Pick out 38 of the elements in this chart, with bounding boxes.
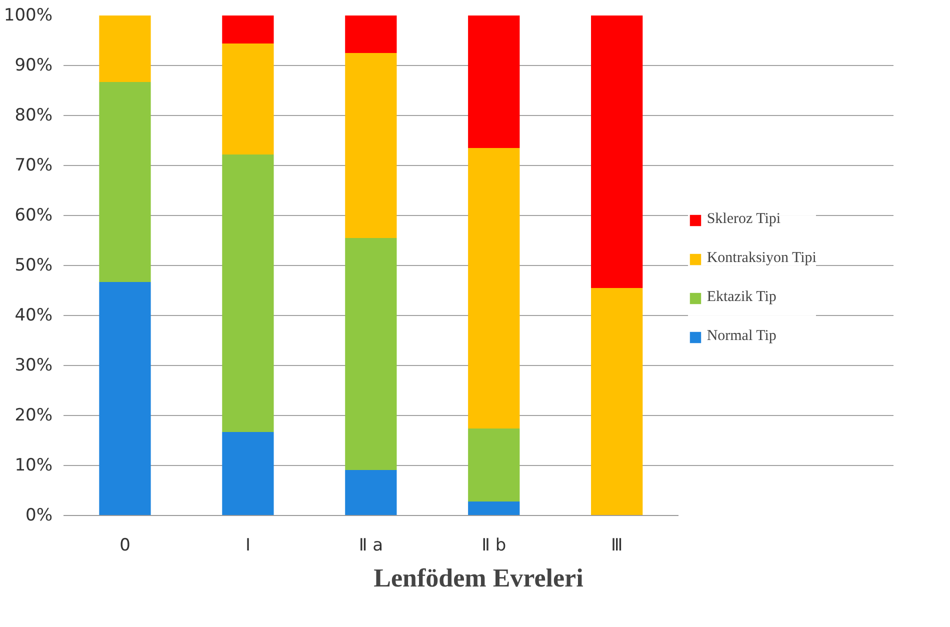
legend-label: Skleroz Tipi — [706, 211, 781, 228]
x-tick-label: Ⅱ b — [482, 536, 506, 556]
bar — [345, 470, 397, 516]
y-tick-label: 20% — [14, 406, 53, 426]
y-tick-label: 70% — [14, 156, 53, 176]
bar — [222, 154, 274, 432]
x-tick-label: Ⅱ a — [358, 536, 384, 556]
y-tick-label: 30% — [14, 356, 53, 376]
y-tick-label: 60% — [14, 206, 53, 226]
x-tick-label: 0 — [120, 536, 130, 556]
y-tick-label: 40% — [14, 306, 53, 326]
bar — [468, 502, 520, 516]
bar — [468, 16, 520, 148]
bar — [468, 428, 520, 502]
bar — [468, 148, 520, 428]
bar — [345, 238, 397, 470]
bar — [345, 53, 397, 238]
bar — [591, 288, 643, 516]
x-axis-title: Lenfödem Evreleri — [374, 564, 584, 592]
legend-label: Kontraksiyon Tipi — [706, 250, 816, 267]
bar — [222, 16, 274, 44]
y-tick-label: 0% — [26, 506, 53, 526]
y-tick-label: 50% — [14, 256, 53, 276]
x-tick-label: Ⅰ — [245, 536, 250, 556]
bar — [99, 282, 151, 516]
bar — [222, 44, 274, 154]
y-tick-label: 80% — [14, 106, 53, 126]
bar — [222, 432, 274, 516]
legend-label: Normal Tip — [706, 328, 776, 345]
legend-label: Ektazik Tip — [706, 289, 776, 306]
bar — [99, 82, 151, 282]
bar — [591, 16, 643, 288]
x-tick-label: Ⅲ — [610, 536, 623, 556]
y-tick-label: 100% — [4, 6, 53, 26]
y-tick-label: 90% — [14, 56, 53, 76]
y-tick-label: 10% — [14, 456, 53, 476]
bar — [99, 16, 151, 82]
bar — [345, 16, 397, 53]
